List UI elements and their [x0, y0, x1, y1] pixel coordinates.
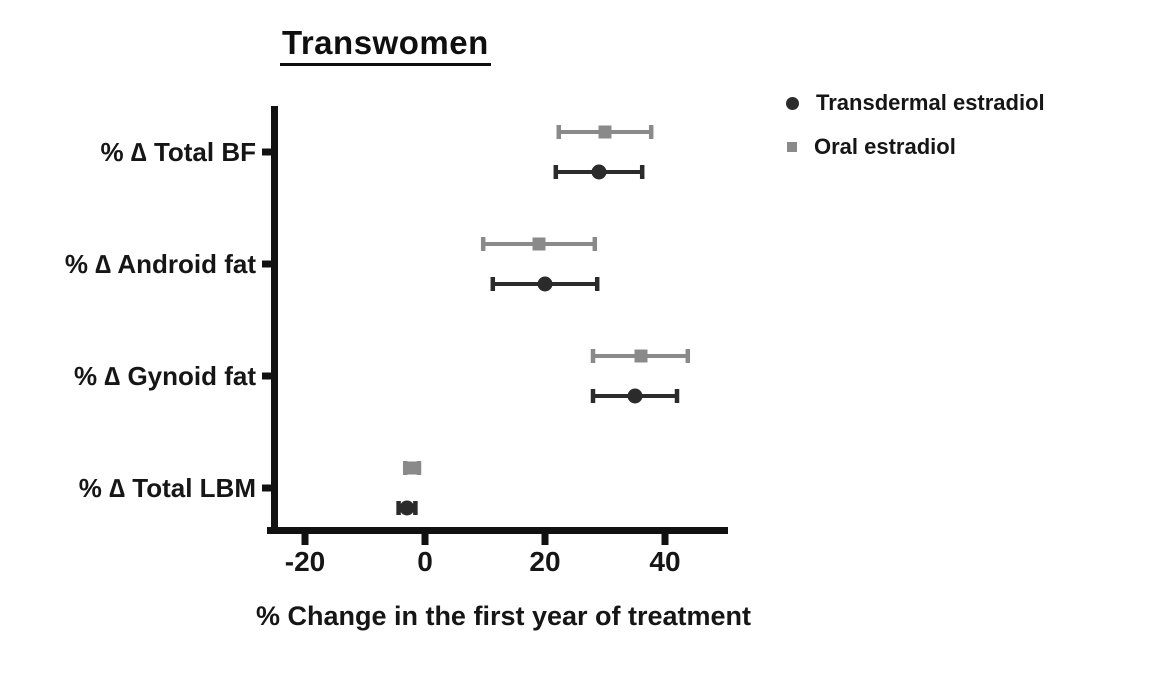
x-tick-label-0: 0: [417, 546, 433, 577]
x-axis-title: % Change in the first year of treatment: [255, 601, 752, 631]
x-tick-label-neg20: -20: [284, 546, 326, 577]
y-axis-label-total-bf: % ∆ Total BF: [100, 137, 256, 167]
square-icon: [787, 142, 797, 152]
legend: Transdermal estradiol Oral estradiol: [786, 88, 1045, 176]
legend-item-transdermal: Transdermal estradiol: [786, 88, 1045, 118]
chart-title: Transwomen: [280, 24, 491, 66]
y-axis-label-android-fat: % ∆ Android fat: [64, 249, 256, 279]
legend-label: Oral estradiol: [814, 134, 956, 159]
legend-label: Transdermal estradiol: [816, 90, 1045, 115]
legend-item-oral: Oral estradiol: [786, 132, 1045, 162]
circle-icon: [786, 96, 799, 110]
y-axis-label-gynoid-fat: % ∆ Gynoid fat: [73, 361, 256, 391]
y-axis-label-total-lbm: % ∆ Total LBM: [78, 473, 256, 503]
x-tick-label-40: 40: [649, 546, 681, 577]
x-tick-label-20: 20: [529, 546, 561, 577]
